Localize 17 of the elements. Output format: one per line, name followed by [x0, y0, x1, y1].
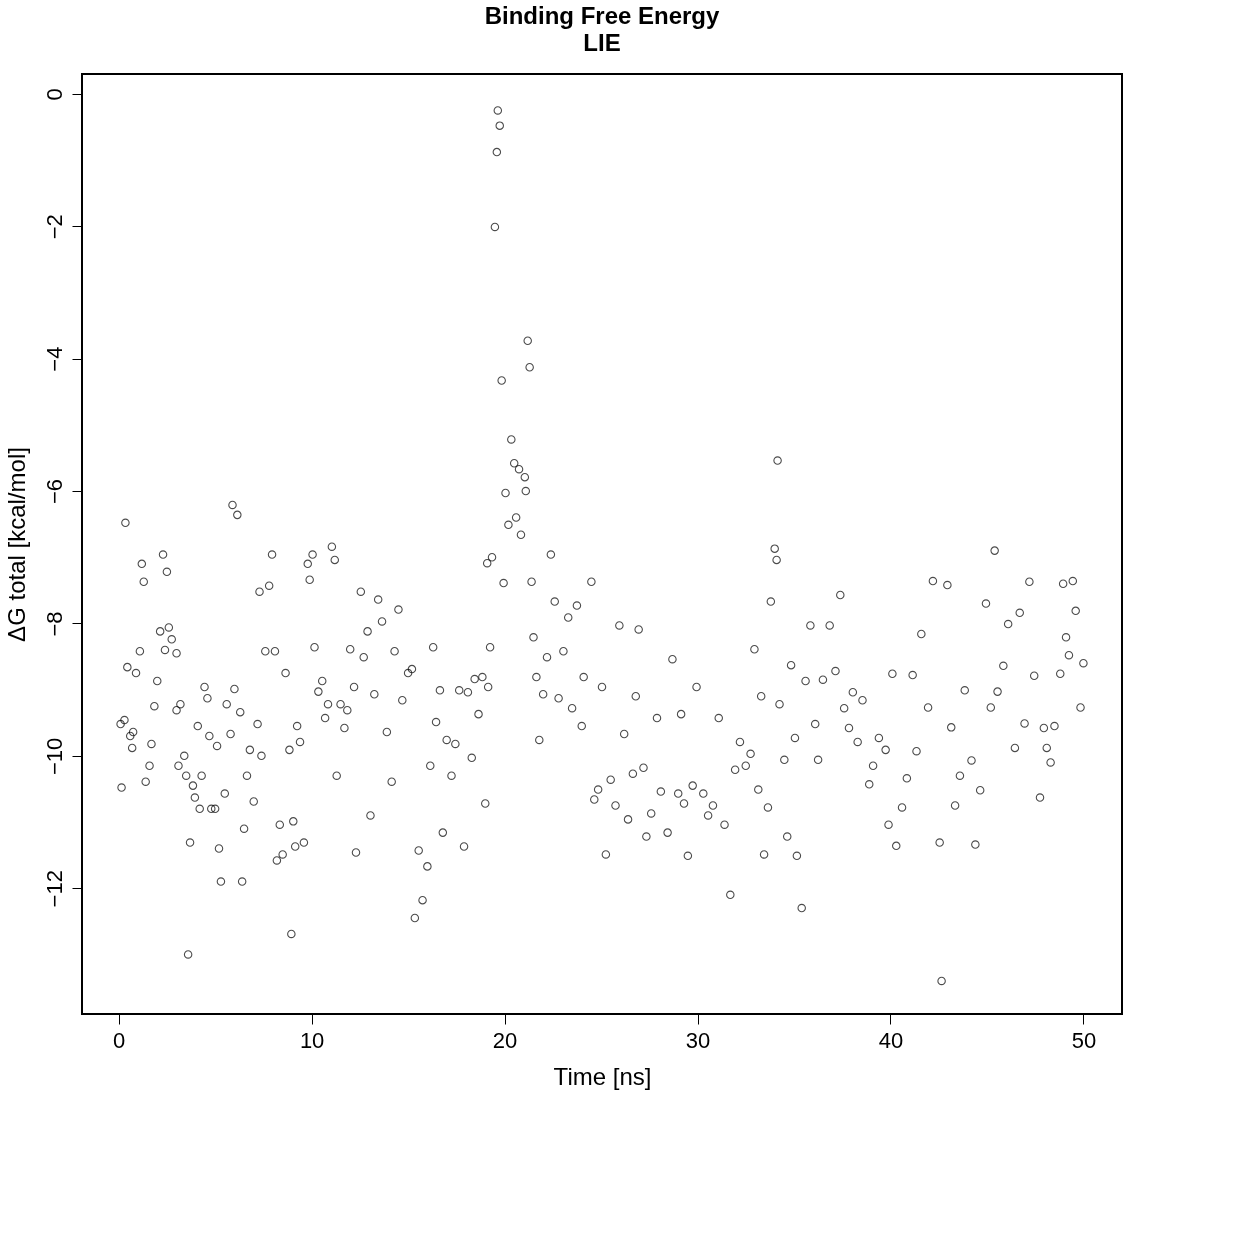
y-tick-label: −8: [41, 611, 67, 637]
x-tick-label: 20: [492, 1027, 518, 1053]
y-tick-label: −2: [41, 214, 67, 240]
x-tick-label: 40: [878, 1027, 904, 1053]
x-tick-label: 30: [685, 1027, 711, 1053]
y-tick-label: −6: [41, 479, 67, 505]
x-tick-label: 10: [299, 1027, 325, 1053]
x-tick-label: 0: [113, 1027, 126, 1053]
y-tick-label: −10: [41, 737, 67, 775]
y-tick-label: −4: [41, 346, 67, 372]
y-axis-title: ΔG total [kcal/mol]: [2, 447, 30, 642]
y-tick-label: −12: [41, 870, 67, 908]
x-axis-title: Time [ns]: [553, 1062, 652, 1090]
x-tick-label: 50: [1071, 1027, 1097, 1053]
chart-subtitle: LIE: [583, 29, 621, 56]
chart-title: Binding Free Energy: [484, 2, 720, 29]
y-tick-label: 0: [41, 88, 67, 101]
